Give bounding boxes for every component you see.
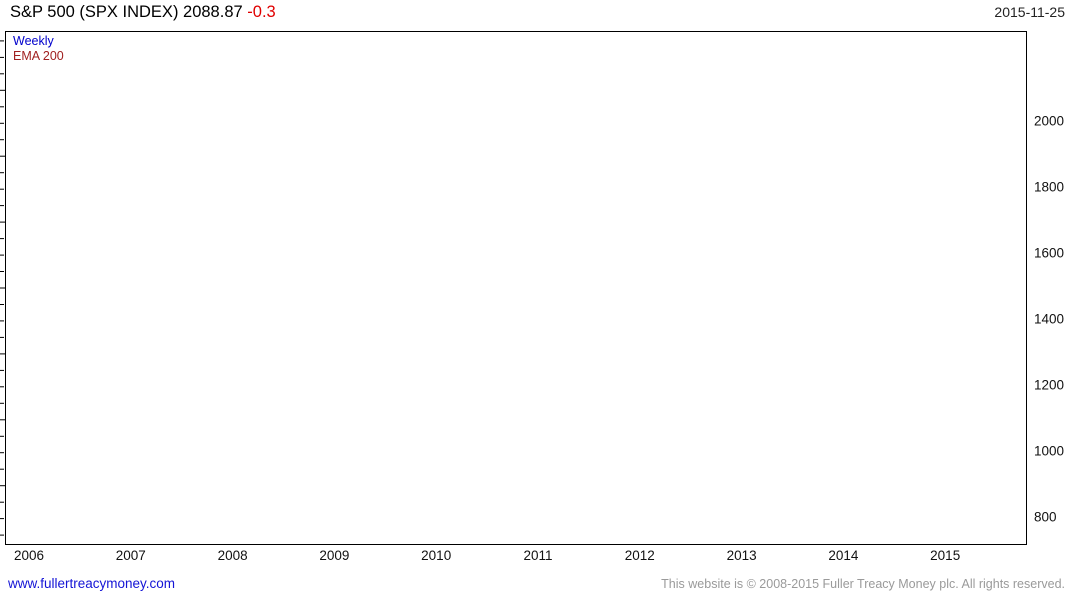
x-axis-tick-label: 2011 <box>523 548 553 563</box>
y-axis-tick-label: 800 <box>1034 509 1057 525</box>
x-axis-tick-label: 2012 <box>624 548 655 563</box>
x-axis-tick-label: 2013 <box>726 548 757 563</box>
quote-date: 2015-11-25 <box>994 4 1065 20</box>
plot-frame <box>5 31 1027 545</box>
legend-item-ema200: EMA 200 <box>13 49 64 63</box>
x-axis-labels: 2006 2007 2008 2009 2010 2011 2012 2013 2014 2015 <box>0 548 1075 568</box>
y-axis-labels: 800 1000 1200 1400 1600 1800 2000 <box>1031 31 1075 545</box>
page-footer: www.fullertreacymoney.com This website i… <box>0 576 1075 598</box>
copyright-notice: This website is © 2008-2015 Fuller Treac… <box>661 577 1065 591</box>
y-axis-tick-label: 2000 <box>1034 113 1065 129</box>
y-axis-ticks <box>0 40 6 536</box>
y-axis-tick-label: 1600 <box>1034 245 1065 261</box>
y-axis-tick-label: 1200 <box>1034 377 1065 393</box>
x-axis-tick-label: 2009 <box>319 548 350 563</box>
chart-area: Weekly EMA 200 <box>5 31 1027 545</box>
x-axis-tick-label: 2015 <box>930 548 961 563</box>
x-axis-tick-label: 2010 <box>421 548 452 563</box>
x-axis-tick-label: 2008 <box>217 548 248 563</box>
price-change: -0.3 <box>247 3 276 21</box>
legend-item-weekly: Weekly <box>13 34 54 48</box>
x-axis-tick-label: 2014 <box>828 548 859 563</box>
last-price: 2088.87 <box>183 3 243 21</box>
chart-header: S&P 500 (SPX INDEX) 2088.87 -0.3 2015-11… <box>0 0 1075 28</box>
x-axis-tick-label: 2007 <box>115 548 146 563</box>
site-url[interactable]: www.fullertreacymoney.com <box>8 576 176 591</box>
y-axis-tick-label: 1800 <box>1034 179 1065 195</box>
page-title: S&P 500 (SPX INDEX) 2088.87 -0.3 <box>10 3 276 22</box>
y-axis-tick-label: 1400 <box>1034 311 1065 327</box>
x-axis-tick-label: 2006 <box>13 548 45 563</box>
instrument-name: S&P 500 (SPX INDEX) <box>10 3 179 21</box>
chart-legend: Weekly EMA 200 <box>13 34 64 64</box>
y-axis-tick-label: 1000 <box>1034 443 1065 459</box>
